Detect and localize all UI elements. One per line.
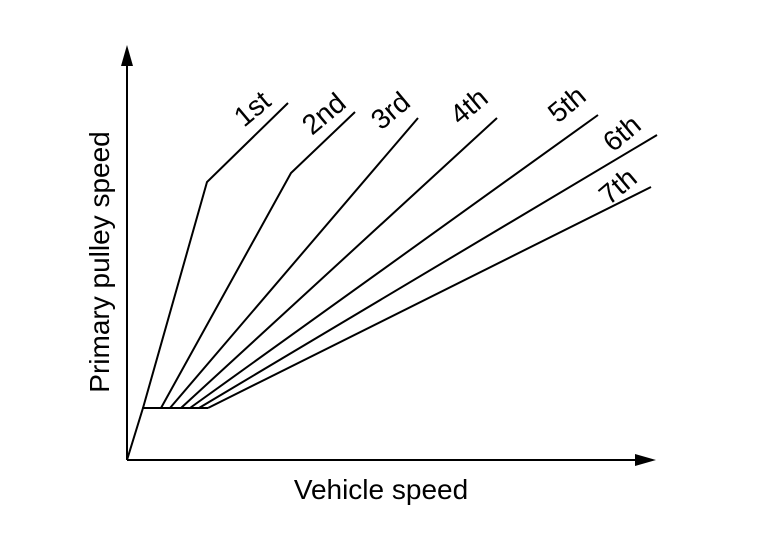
gear-label: 1st — [228, 85, 277, 133]
x-arrow — [635, 454, 656, 466]
gear-line — [160, 111, 356, 409]
gear-label: 4th — [444, 82, 494, 131]
gear-line — [180, 117, 498, 409]
gear-line — [142, 102, 289, 409]
gear-line — [169, 117, 419, 409]
x-axis-label: Vehicle speed — [294, 474, 468, 505]
gear-label: 5th — [542, 80, 592, 129]
gear-label: 2nd — [296, 87, 352, 141]
y-arrow — [121, 45, 133, 66]
base-line — [126, 407, 208, 461]
gear-line — [207, 186, 652, 409]
gear-line — [189, 114, 599, 409]
gear-line — [198, 134, 658, 409]
gear-label: 6th — [597, 109, 647, 158]
y-axis-label: Primary pulley speed — [84, 131, 115, 392]
